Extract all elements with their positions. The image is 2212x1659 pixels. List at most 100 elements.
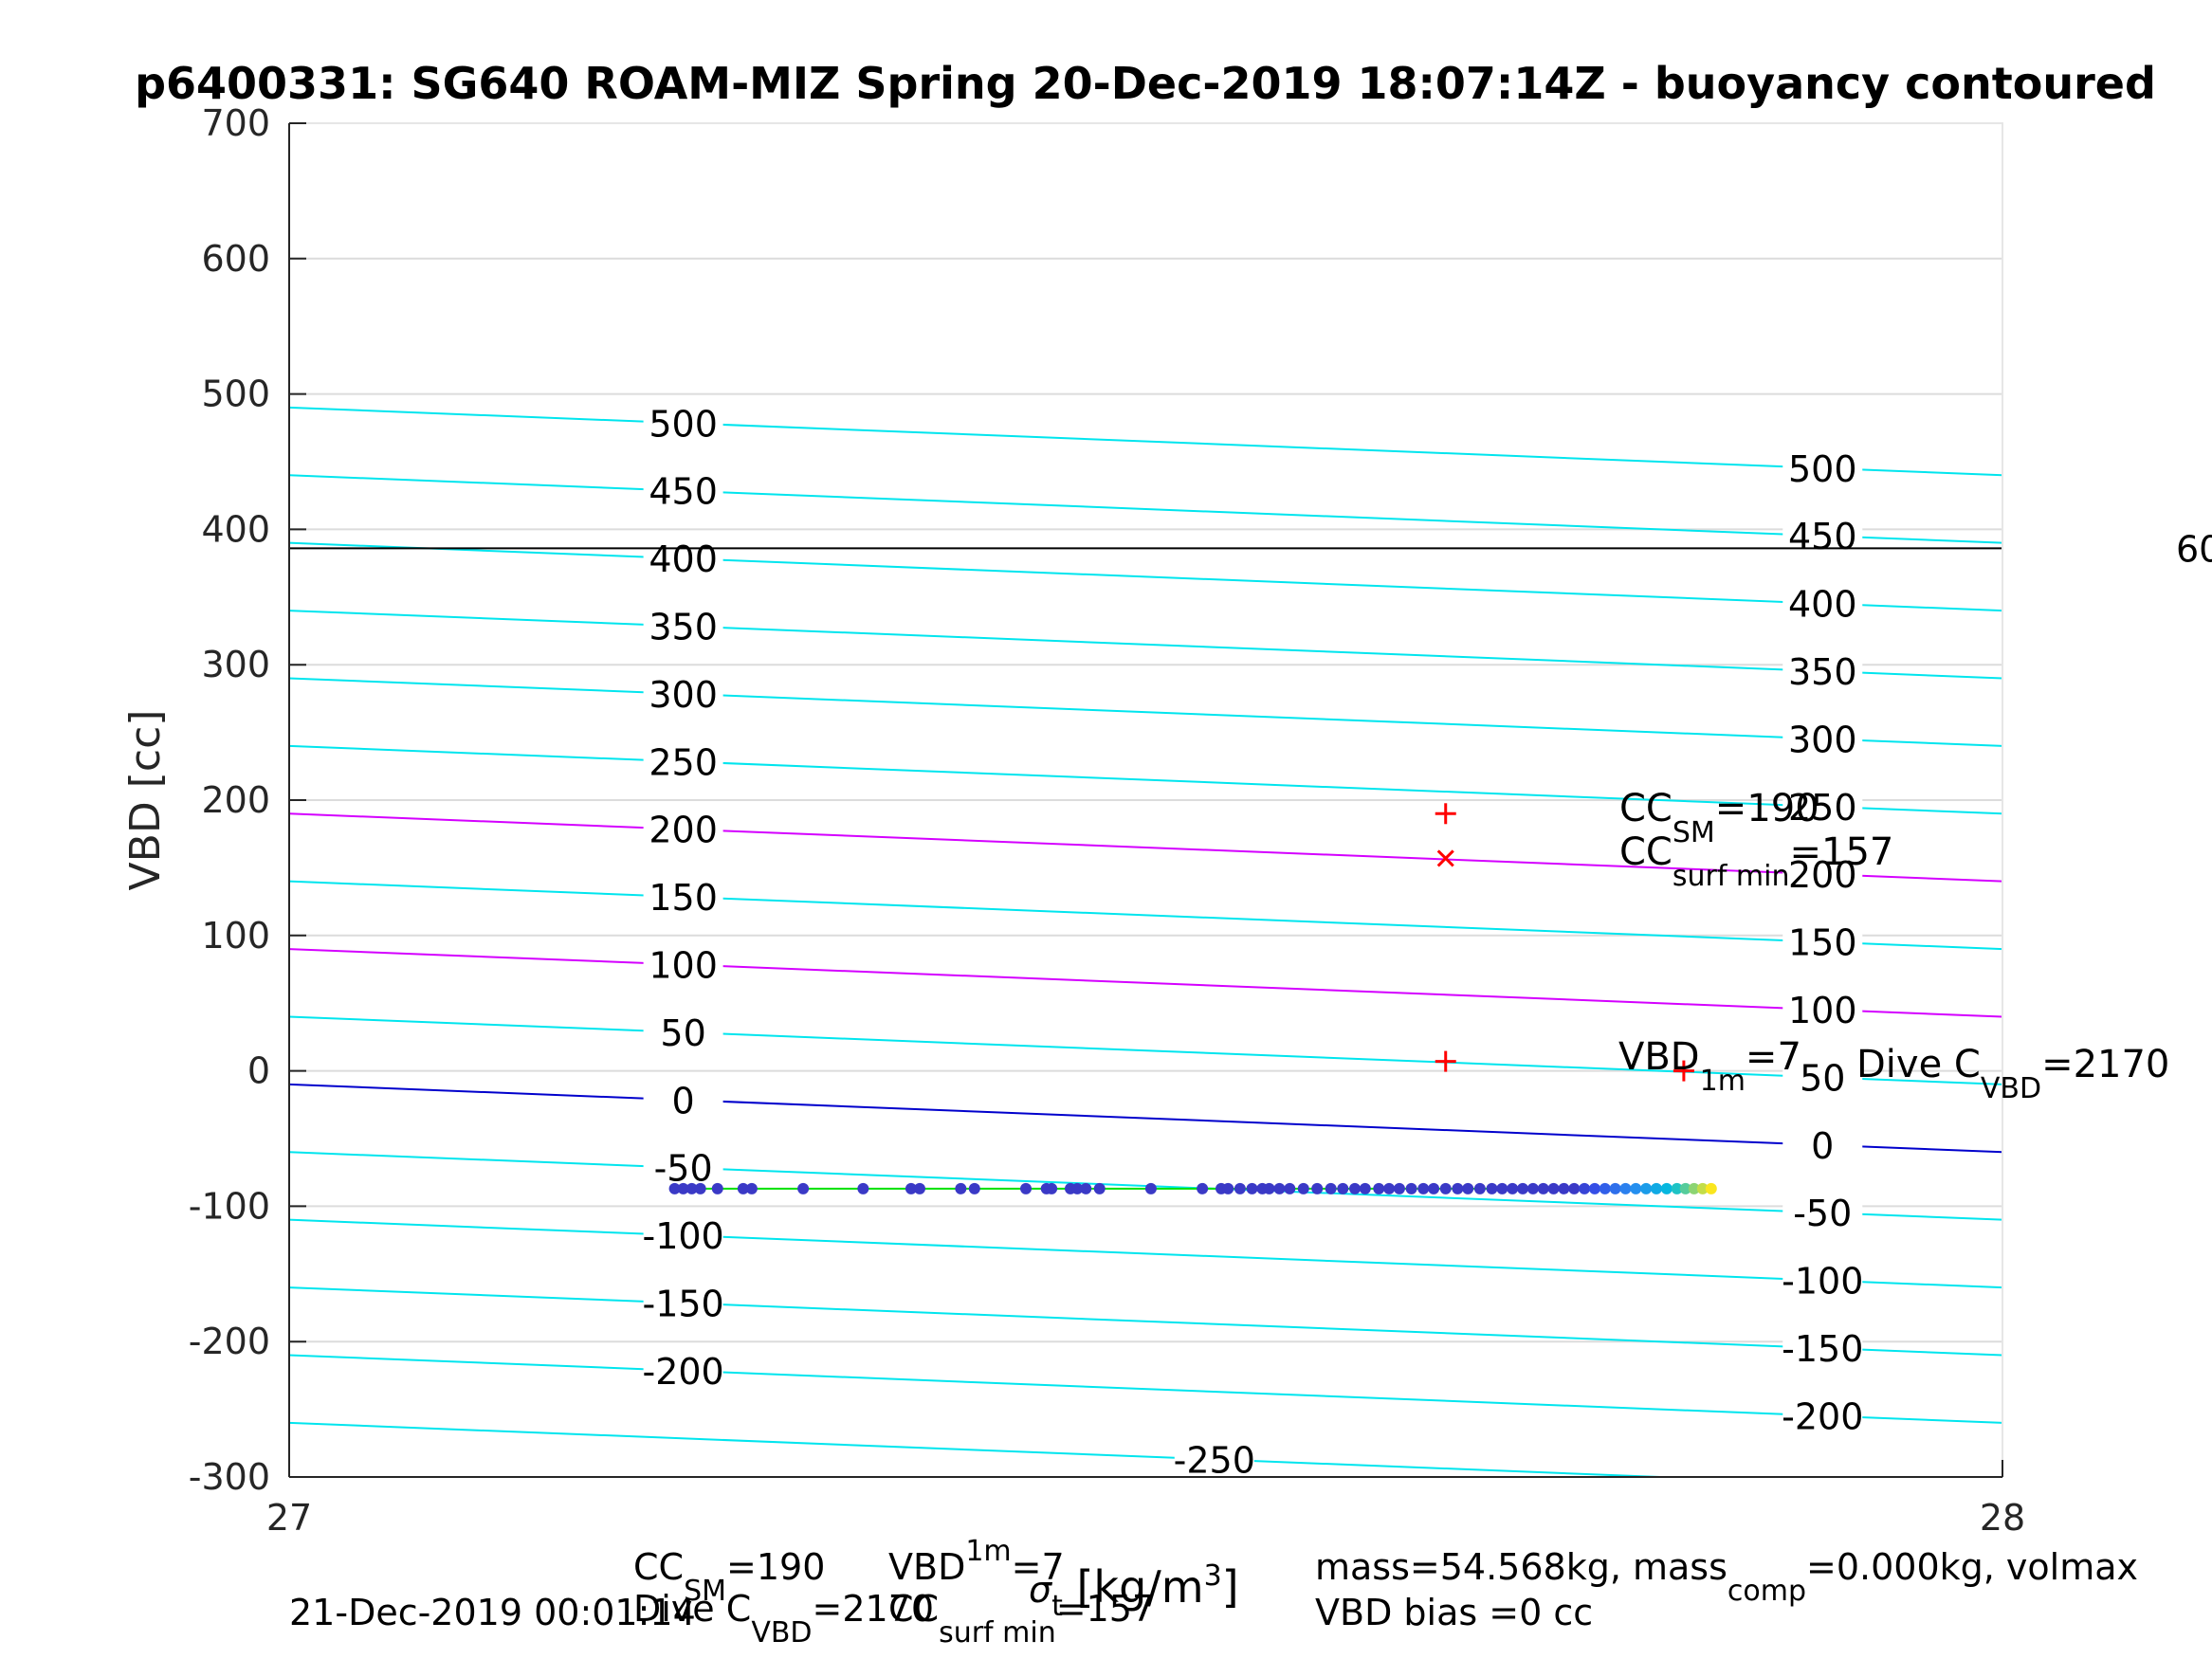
- y-tick-labels: -300 -200 -100 0 100 200 300 400 500 600 700: [189, 102, 270, 1498]
- buoyancy-contours: 5005004504504004003503503003002502502002…: [288, 402, 2003, 1481]
- contour-line: [288, 880, 2003, 951]
- y-tick-label: 600: [201, 238, 270, 280]
- footer-vbd-1m: VBD1m=7: [888, 1535, 1065, 1588]
- contour-label-bg: [643, 1349, 723, 1390]
- contour-label: 0: [1811, 1125, 1834, 1167]
- data-point: [1630, 1182, 1642, 1194]
- contour-label: -200: [1782, 1395, 1863, 1437]
- data-point: [1325, 1182, 1337, 1194]
- contour-label: -150: [1782, 1328, 1863, 1370]
- y-tick-label: -200: [189, 1321, 270, 1362]
- contour-label: -50: [1793, 1193, 1852, 1234]
- contour-line: [288, 1218, 2003, 1289]
- contour-line: [288, 610, 2003, 680]
- x-tick-label: 27: [266, 1497, 312, 1539]
- contour-line: [288, 474, 2003, 544]
- y-axis-label: VBD [cc]: [121, 710, 170, 891]
- data-point: [1588, 1182, 1600, 1194]
- footer-date: 21-Dec-2019 00:01:14: [289, 1592, 696, 1633]
- contour-line: [288, 1286, 2003, 1357]
- contour-label-bg: [1174, 1438, 1254, 1479]
- data-point: [1671, 1182, 1683, 1194]
- contour-line: [288, 1354, 2003, 1424]
- footer-cc-sm: CCSM=190: [633, 1546, 825, 1608]
- contour-label: 100: [1788, 990, 1857, 1031]
- data-point: [1609, 1182, 1621, 1194]
- contour-label-bg: [643, 740, 723, 781]
- contour-label-bg: [1782, 1395, 1863, 1435]
- data-point: [905, 1182, 917, 1194]
- chart-title: p6400331: SG640 ROAM-MIZ Spring 20-Dec-2…: [135, 58, 2156, 109]
- reference-line-label: 60: [2176, 528, 2212, 570]
- contour-label-bg: [1782, 1192, 1863, 1232]
- axes: [288, 122, 2003, 1478]
- contour-label-bg: [643, 808, 723, 848]
- footer-cc-surf-min: CCsurf min=157: [888, 1588, 1155, 1650]
- y-tick-label: 200: [201, 779, 270, 821]
- data-point: [1144, 1182, 1157, 1194]
- data-point: [1246, 1182, 1258, 1194]
- data-point: [1473, 1182, 1486, 1194]
- data-point: [1619, 1182, 1632, 1194]
- data-point: [1071, 1182, 1084, 1194]
- contour-label-bg: [1782, 785, 1863, 826]
- data-point: [677, 1182, 689, 1194]
- footer-mass: mass=54.568kg, masscomp=0.000kg, volmax: [1315, 1546, 2138, 1608]
- contour-line: [288, 406, 2003, 477]
- annotation-cc-surf-min: CCsurf min=157: [1619, 830, 1893, 893]
- contour-line: [288, 1421, 1660, 1478]
- contour-label-bg: [1782, 447, 1863, 487]
- data-point: [1311, 1182, 1324, 1194]
- data-point: [745, 1182, 758, 1194]
- contour-label: 0: [672, 1080, 695, 1121]
- footer-vbd-bias: VBD bias =0 cc: [1315, 1592, 1593, 1633]
- data-point: [711, 1182, 723, 1194]
- data-point: [857, 1182, 869, 1194]
- data-point: [1705, 1182, 1717, 1194]
- contour-line: [288, 677, 2003, 747]
- contour-label: -50: [654, 1148, 713, 1190]
- data-point: [1284, 1182, 1296, 1194]
- data-point: [913, 1182, 925, 1194]
- contour-label-bg: [643, 605, 723, 646]
- x-tick-label: 28: [1980, 1497, 2025, 1539]
- annotation-vbd-1m: VBD1m=7: [1618, 1035, 1801, 1098]
- contour-label-bg: [643, 1282, 723, 1322]
- data-point: [1405, 1182, 1417, 1194]
- data-point: [1263, 1182, 1275, 1194]
- contour-label: 450: [1788, 516, 1857, 557]
- contour-label-bg: [1782, 1123, 1863, 1164]
- contour-label: 150: [649, 877, 718, 919]
- data-point: [1679, 1182, 1691, 1194]
- contour-label-bg: [643, 672, 723, 713]
- data-point: [1537, 1182, 1549, 1194]
- y-tick-label: 400: [201, 508, 270, 550]
- contour-label: -100: [642, 1215, 723, 1257]
- contour-label-bg: [643, 1079, 723, 1120]
- contour-label: 150: [1788, 922, 1857, 964]
- contour-label-bg: [643, 1011, 723, 1051]
- data-point: [1393, 1182, 1405, 1194]
- contour-line: [288, 1083, 2003, 1154]
- data-point: [1452, 1182, 1464, 1194]
- contour-label-bg: [1782, 1326, 1863, 1367]
- data-point: [1297, 1182, 1309, 1194]
- contour-label: 500: [649, 403, 718, 445]
- data-point: [1093, 1182, 1106, 1194]
- contour-line: [288, 812, 2003, 883]
- contour-label-bg: [643, 876, 723, 917]
- contour-label: 50: [660, 1012, 705, 1054]
- data-point: [1496, 1182, 1508, 1194]
- contour-label: 500: [1788, 448, 1857, 490]
- data-point: [1222, 1182, 1234, 1194]
- contour-label: 350: [649, 607, 718, 648]
- data-point: [1517, 1182, 1529, 1194]
- data-point: [1348, 1182, 1361, 1194]
- data-point: [1650, 1182, 1662, 1194]
- contour-label: 100: [649, 945, 718, 987]
- contour-label-bg: [1782, 1056, 1863, 1097]
- contour-line: [288, 541, 2003, 612]
- contour-label-bg: [643, 943, 723, 984]
- data-point: [694, 1182, 706, 1194]
